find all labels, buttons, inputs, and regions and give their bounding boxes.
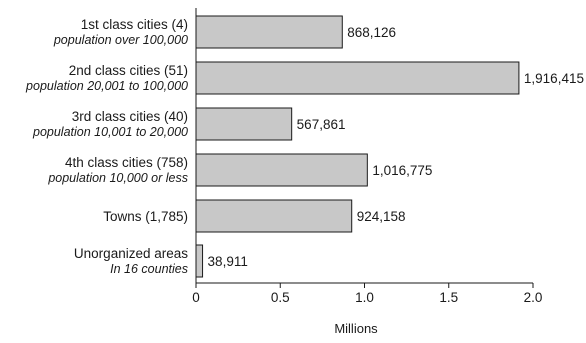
bar-2 [195,107,293,141]
x-tick-label-4: 2.0 [524,290,543,305]
value-label-group: 868,126 1,916,415 567,861 1,016,775 924,158 3… [208,25,584,269]
category-label-3: 4th class cities (758) [65,155,188,170]
category-sublabel-0: population over 100,000 [53,33,188,47]
category-label-4: Towns (1,785) [103,209,188,224]
category-label-0: 1st class cities (4) [81,17,188,32]
value-label-0: 868,126 [347,25,396,40]
value-label-2: 567,861 [297,117,346,132]
x-axis-title: Millions [334,321,378,336]
value-label-3: 1,016,775 [372,163,432,178]
axes-group [195,8,533,284]
x-tick-group: 0 0.5 1.0 1.5 2.0 [192,283,542,305]
x-tick-label-2: 1.0 [355,290,374,305]
bar-group [195,15,520,278]
bar-3 [195,153,368,187]
x-tick-label-1: 0.5 [271,290,290,305]
bar-1 [195,61,520,95]
category-label-1: 2nd class cities (51) [69,63,188,78]
bar-5 [195,244,204,278]
x-tick-label-3: 1.5 [439,290,458,305]
bar-4 [195,199,353,233]
category-sublabel-1: population 20,001 to 100,000 [25,79,188,93]
bar-0 [195,15,343,49]
value-label-4: 924,158 [357,209,406,224]
category-sublabel-5: In 16 counties [110,262,188,276]
category-label-2: 3rd class cities (40) [72,109,188,124]
x-tick-label-0: 0 [192,290,200,305]
value-label-5: 38,911 [208,254,248,269]
category-sublabel-2: population 10,001 to 20,000 [32,125,188,139]
category-sublabel-3: population 10,000 or less [47,171,188,185]
category-label-group: 1st class cities (4)population over 100,… [25,17,188,276]
category-label-5: Unorganized areas [74,246,188,261]
value-label-1: 1,916,415 [524,71,584,86]
